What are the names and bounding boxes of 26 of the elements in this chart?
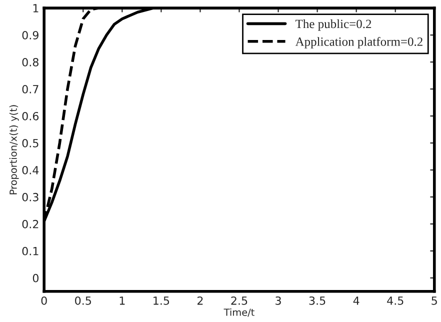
x-tick-label: 3 bbox=[276, 296, 281, 305]
y-tick-label: 0.6 bbox=[22, 112, 39, 120]
x-tick-label: 1 bbox=[120, 296, 125, 305]
y-tick-label: 0.1 bbox=[22, 246, 38, 256]
y-tick-label: 0.7 bbox=[22, 84, 38, 94]
y-tick-label: 0 bbox=[32, 274, 38, 282]
legend-label: The public=0.2 bbox=[296, 19, 372, 31]
y-tick-label: 0.4 bbox=[22, 166, 39, 174]
x-tick-label: 4 bbox=[353, 296, 360, 305]
y-tick-label: 0.9 bbox=[22, 31, 38, 40]
x-tick-label: 3.5 bbox=[309, 296, 326, 305]
x-tick-label: 0.5 bbox=[75, 296, 91, 305]
x-tick-label: 5 bbox=[432, 296, 437, 305]
x-tick-label: 1.5 bbox=[154, 296, 170, 305]
y-tick-label: 0.2 bbox=[22, 220, 38, 228]
x-tick-label: 2.5 bbox=[231, 296, 248, 305]
x-axis-title: Time/t bbox=[224, 308, 254, 317]
y-tick-label: 0.5 bbox=[22, 138, 38, 148]
y-tick-label: 0.3 bbox=[22, 192, 38, 202]
x-tick-label: 4.5 bbox=[387, 296, 404, 305]
y-tick-label: 1 bbox=[33, 4, 38, 12]
x-tick-label: 0 bbox=[41, 296, 47, 305]
x-tick-label: 2 bbox=[197, 296, 203, 305]
y-tick-label: 0.8 bbox=[22, 58, 38, 66]
y-axis-title: Proportion/x(t) y(t) bbox=[9, 105, 19, 194]
legend-label: Application platform=0.2 bbox=[295, 36, 422, 48]
